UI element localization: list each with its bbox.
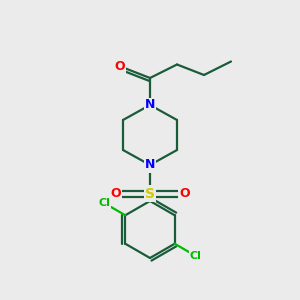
Text: N: N: [145, 98, 155, 112]
Text: Cl: Cl: [190, 251, 201, 261]
Text: O: O: [115, 59, 125, 73]
Text: Cl: Cl: [99, 198, 110, 208]
Text: N: N: [145, 158, 155, 172]
Text: O: O: [110, 187, 121, 200]
Text: O: O: [179, 187, 190, 200]
Text: S: S: [145, 187, 155, 200]
